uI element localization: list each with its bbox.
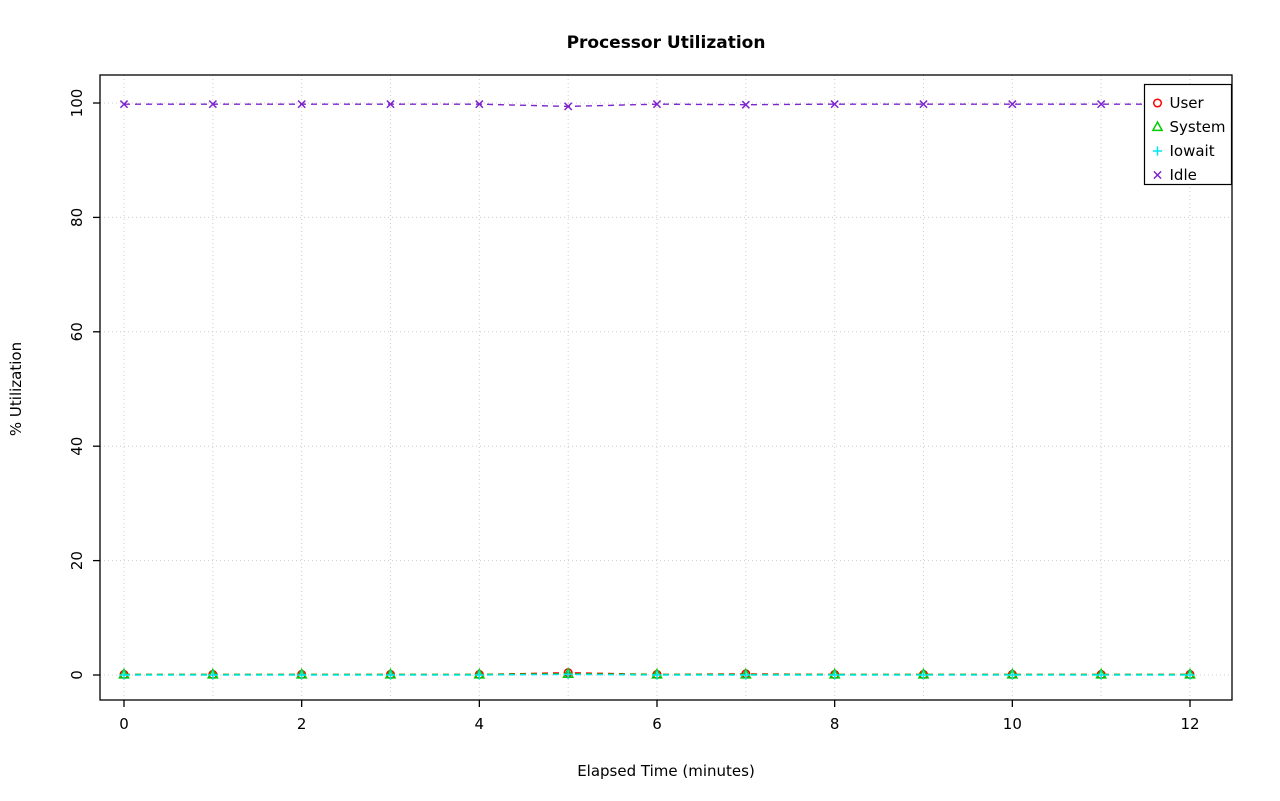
legend-label: System	[1170, 118, 1226, 136]
chart-title: Processor Utilization	[566, 33, 766, 53]
legend-label: Idle	[1170, 166, 1197, 184]
series-iowait	[119, 669, 1195, 680]
y-tick-label: 40	[68, 437, 86, 456]
x-tick-label: 2	[297, 715, 307, 733]
x-tick-label: 4	[475, 715, 485, 733]
legend-entry: Iowait	[1152, 142, 1215, 160]
x-tick-label: 6	[652, 715, 662, 733]
x-axis-label: Elapsed Time (minutes)	[577, 762, 755, 780]
legend-entry: System	[1151, 118, 1226, 136]
x-tick-label: 10	[1003, 715, 1022, 733]
y-axis-ticks: 0 20 40 60 80 100	[68, 89, 100, 680]
y-tick-label: 60	[68, 322, 86, 341]
y-tick-label: 20	[68, 551, 86, 570]
x-tick-label: 12	[1180, 715, 1199, 733]
x-tick-label: 8	[830, 715, 840, 733]
x-tick-label: 0	[119, 715, 129, 733]
y-tick-label: 100	[68, 89, 86, 118]
series-idle	[119, 100, 1195, 111]
legend-entry: User	[1152, 94, 1205, 112]
legend: User System Iowait Idle	[1143, 83, 1233, 186]
legend-label: Iowait	[1170, 142, 1215, 160]
x-axis-ticks: 0 2 4 6 8 10 12	[119, 700, 1200, 733]
legend-label: User	[1170, 94, 1205, 112]
y-tick-label: 80	[68, 208, 86, 227]
plot-border	[99, 74, 1233, 701]
gridlines	[100, 75, 1232, 700]
y-tick-label: 0	[68, 670, 86, 680]
legend-entry: Idle	[1153, 166, 1197, 184]
